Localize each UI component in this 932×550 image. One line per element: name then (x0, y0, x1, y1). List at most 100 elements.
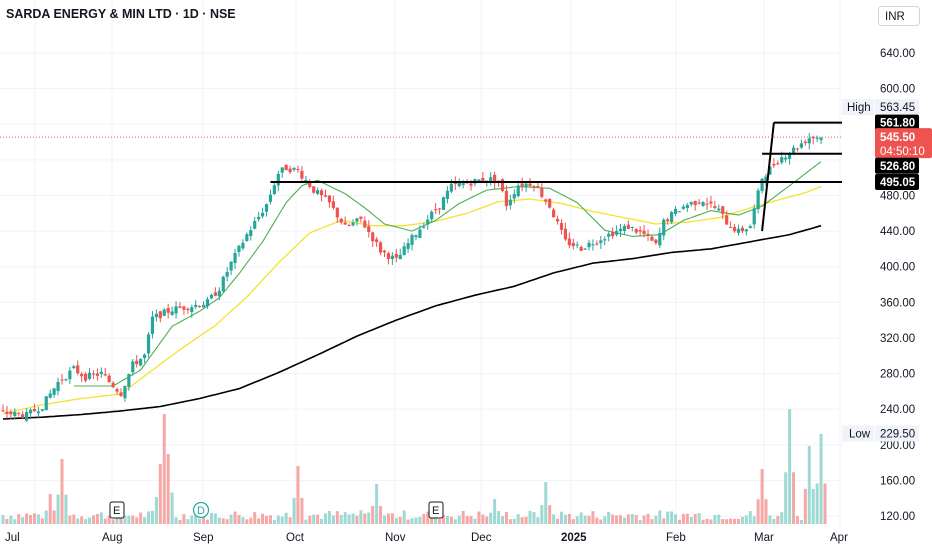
volume-bar (99, 512, 103, 524)
volume-bar (402, 510, 406, 524)
candle-body (441, 197, 446, 210)
resistance-1-tag: 561.80 (880, 118, 915, 130)
candle-body (772, 163, 776, 166)
volume-bar (508, 519, 512, 524)
volume-bar (795, 516, 799, 524)
candle-body (382, 250, 387, 253)
candle-body (611, 232, 615, 237)
volume-bar (784, 472, 788, 524)
volume-bar (88, 517, 92, 524)
candle-body (146, 334, 151, 354)
volume-bar (154, 497, 158, 524)
volume-bar (705, 518, 709, 524)
volume-bar (394, 517, 398, 524)
candle-body (571, 242, 575, 247)
last-price: 545.50 (880, 132, 915, 144)
volume-bar (693, 514, 697, 524)
volume-bar (701, 519, 705, 524)
candle-body (115, 389, 119, 392)
candle-body (56, 381, 60, 391)
y-tick-label: 200.00 (880, 440, 915, 452)
candle-body (634, 229, 638, 233)
volume-bar (453, 519, 457, 524)
volume-bar (717, 514, 721, 524)
candle-body (280, 167, 284, 173)
y-tick-label: 320.00 (880, 333, 915, 345)
volume-bar (359, 510, 363, 524)
volume-bar (481, 514, 485, 524)
volume-bar (84, 519, 88, 524)
volume-bar (25, 513, 29, 524)
candle-body (288, 168, 292, 173)
volume-bar (229, 514, 233, 524)
candle-body (312, 186, 316, 193)
candle-body (198, 305, 202, 307)
candle-body (744, 229, 748, 232)
candle-body (339, 218, 343, 223)
volume-bar (725, 519, 729, 524)
volume-bar (355, 515, 359, 524)
volume-bar (335, 511, 339, 524)
volume-bar (622, 517, 626, 524)
volume-bar (245, 519, 249, 524)
volume-bar (571, 519, 575, 524)
x-tick-label: 2025 (561, 532, 587, 544)
volume-bar (257, 518, 261, 524)
candle-body (335, 207, 339, 218)
volume-bar (40, 518, 44, 524)
candle-body (150, 316, 155, 334)
volume-bar (406, 519, 410, 524)
volume-bar (375, 484, 379, 524)
volume-bar (815, 483, 819, 524)
volume-bar (528, 510, 532, 524)
candle-body (378, 242, 383, 253)
volume-bar (13, 519, 17, 524)
candle-body (807, 138, 811, 144)
candle-body (44, 396, 48, 411)
volume-bar (276, 515, 280, 524)
candle-body (681, 206, 686, 209)
volume-bar (536, 517, 540, 524)
rising-trend-line (761, 122, 775, 232)
earnings-marker (428, 501, 444, 519)
candle-body (367, 226, 371, 233)
volume-bar (736, 518, 740, 524)
volume-bar (383, 515, 387, 524)
volume-bar (638, 519, 642, 524)
candle-body (489, 177, 493, 182)
candle-body (524, 183, 528, 188)
candle-body (284, 164, 288, 171)
candle-body (512, 194, 516, 199)
volume-bar (567, 513, 571, 524)
volume-bar (182, 514, 186, 524)
volume-bar (190, 515, 194, 524)
candle-body (139, 358, 143, 366)
volume-bar (548, 505, 552, 524)
volume-bar (261, 513, 265, 524)
candle-body (504, 190, 509, 207)
volume-bar (241, 517, 245, 524)
candle-body (583, 248, 587, 250)
volume-bar (654, 515, 658, 524)
volume-bar (111, 519, 115, 524)
candle-body (68, 370, 72, 380)
volume-bar (595, 517, 599, 524)
candle-body (394, 253, 398, 258)
volume-bar (504, 511, 508, 524)
volume-bar (198, 518, 202, 524)
last-price-box (875, 128, 932, 159)
low-label-box (842, 425, 874, 442)
volume-bar (477, 511, 481, 524)
volume-bar (414, 517, 418, 524)
candle-body (540, 188, 544, 197)
candle-body (795, 148, 800, 150)
y-tick-label: 600.00 (880, 84, 915, 96)
x-tick-label: Dec (471, 532, 492, 544)
candle-body (673, 208, 678, 214)
candle-body (422, 226, 426, 228)
currency-button[interactable]: INR (878, 6, 920, 26)
candle-body (729, 227, 733, 229)
candle-body (434, 209, 438, 211)
candle-body (587, 242, 591, 248)
